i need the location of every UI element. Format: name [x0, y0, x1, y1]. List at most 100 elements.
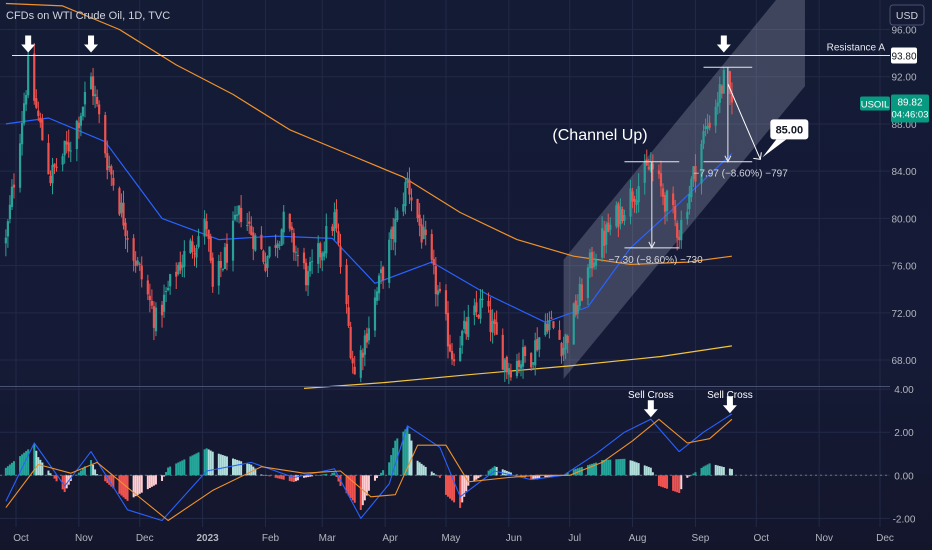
- candle: [631, 187, 634, 209]
- time-tick-label: Oct: [13, 533, 29, 544]
- candle: [359, 345, 362, 383]
- candle: [558, 320, 561, 340]
- candle: [39, 112, 42, 128]
- candle-body: [489, 309, 492, 333]
- candle-body: [365, 333, 368, 343]
- candle: [519, 360, 523, 377]
- candle: [605, 221, 608, 254]
- macd-histogram-bar: [530, 475, 533, 480]
- macd-histogram-bar: [161, 475, 164, 481]
- macd-histogram-bar: [489, 469, 492, 476]
- candle-body: [140, 265, 143, 280]
- macd-histogram-bar: [232, 458, 235, 476]
- candle-body: [730, 93, 734, 103]
- candle-body: [692, 166, 695, 180]
- macd-histogram-bar: [278, 475, 281, 479]
- candle: [120, 193, 123, 218]
- candle: [274, 234, 277, 257]
- macd-histogram-bar: [319, 474, 322, 476]
- candle-body: [663, 194, 667, 212]
- macd-histogram-bar: [94, 469, 97, 476]
- candle-body: [436, 290, 439, 295]
- candle-body: [402, 204, 405, 212]
- candle-body: [35, 98, 38, 108]
- candle-body: [254, 235, 257, 251]
- time-tick-label: Jul: [568, 533, 581, 544]
- macd-histogram-bar: [79, 470, 82, 476]
- candle: [562, 336, 565, 362]
- candle: [219, 251, 222, 278]
- macd-histogram-bar: [603, 459, 606, 476]
- macd-histogram-bar: [211, 451, 214, 476]
- candle: [189, 238, 192, 255]
- macd-histogram-bar: [461, 475, 464, 503]
- time-tick-label: Nov: [815, 533, 833, 544]
- candle-body: [590, 251, 594, 269]
- macd-histogram-bar: [177, 462, 180, 476]
- macd-histogram-bar: [150, 475, 153, 487]
- candle-body: [292, 232, 295, 253]
- macd-histogram-bar: [25, 451, 28, 476]
- candle: [246, 212, 249, 231]
- candle: [536, 327, 539, 352]
- ma-yellow-line: [303, 345, 732, 389]
- candle: [237, 205, 241, 224]
- macd-histogram-bar: [503, 470, 506, 476]
- macd-histogram-bar: [124, 475, 127, 500]
- candle-body: [706, 125, 709, 130]
- macd-histogram-bar: [595, 462, 598, 476]
- candle-body: [467, 316, 470, 337]
- macd-histogram-bar: [118, 475, 121, 494]
- candle-body: [63, 140, 66, 156]
- candle-body: [521, 347, 525, 367]
- candle-body: [67, 142, 70, 152]
- macd-histogram-bar: [550, 475, 553, 478]
- macd-signal-line: [5, 418, 733, 522]
- candle-body: [680, 219, 683, 241]
- candle-body: [536, 338, 539, 351]
- macd-histogram-bar: [491, 467, 494, 476]
- candle: [661, 183, 665, 206]
- candle: [183, 240, 186, 278]
- candle: [33, 42, 36, 105]
- candle-body: [347, 307, 350, 326]
- candle: [181, 254, 184, 277]
- candle-body: [643, 161, 646, 183]
- candle: [41, 113, 44, 141]
- candle-body: [89, 76, 93, 90]
- macd-histogram-bar: [609, 459, 612, 476]
- candle: [574, 294, 577, 318]
- time-tick-label: Jun: [506, 533, 522, 544]
- candle: [81, 106, 85, 121]
- sell-cross-arrow: [643, 400, 658, 418]
- candle: [420, 218, 423, 249]
- candle: [446, 301, 450, 359]
- candle: [434, 256, 437, 307]
- macd-histogram-bar: [666, 475, 669, 489]
- candle-body: [446, 312, 450, 347]
- candle-body: [61, 156, 64, 165]
- candle-body: [191, 241, 194, 253]
- candle-body: [609, 224, 612, 230]
- candle: [167, 280, 170, 292]
- candle-body: [633, 198, 636, 202]
- candle: [461, 329, 464, 354]
- macd-histogram-bar: [280, 475, 283, 480]
- candle-body: [621, 208, 624, 222]
- macd-histogram-bar: [382, 470, 385, 476]
- macd-histogram-bar: [292, 475, 295, 483]
- macd-histogram-bar: [591, 463, 593, 476]
- macd-histogram-bar: [378, 475, 381, 476]
- candle-body: [91, 76, 95, 97]
- candle: [507, 362, 510, 384]
- candle-body: [375, 291, 379, 301]
- candle-body: [594, 259, 598, 266]
- candle: [501, 328, 504, 371]
- macd-histogram-bar: [388, 462, 391, 476]
- candle-body: [678, 236, 681, 241]
- currency-button[interactable]: USD: [889, 4, 925, 26]
- candle: [408, 167, 411, 204]
- candle-body: [438, 288, 441, 292]
- candle-body: [576, 305, 579, 314]
